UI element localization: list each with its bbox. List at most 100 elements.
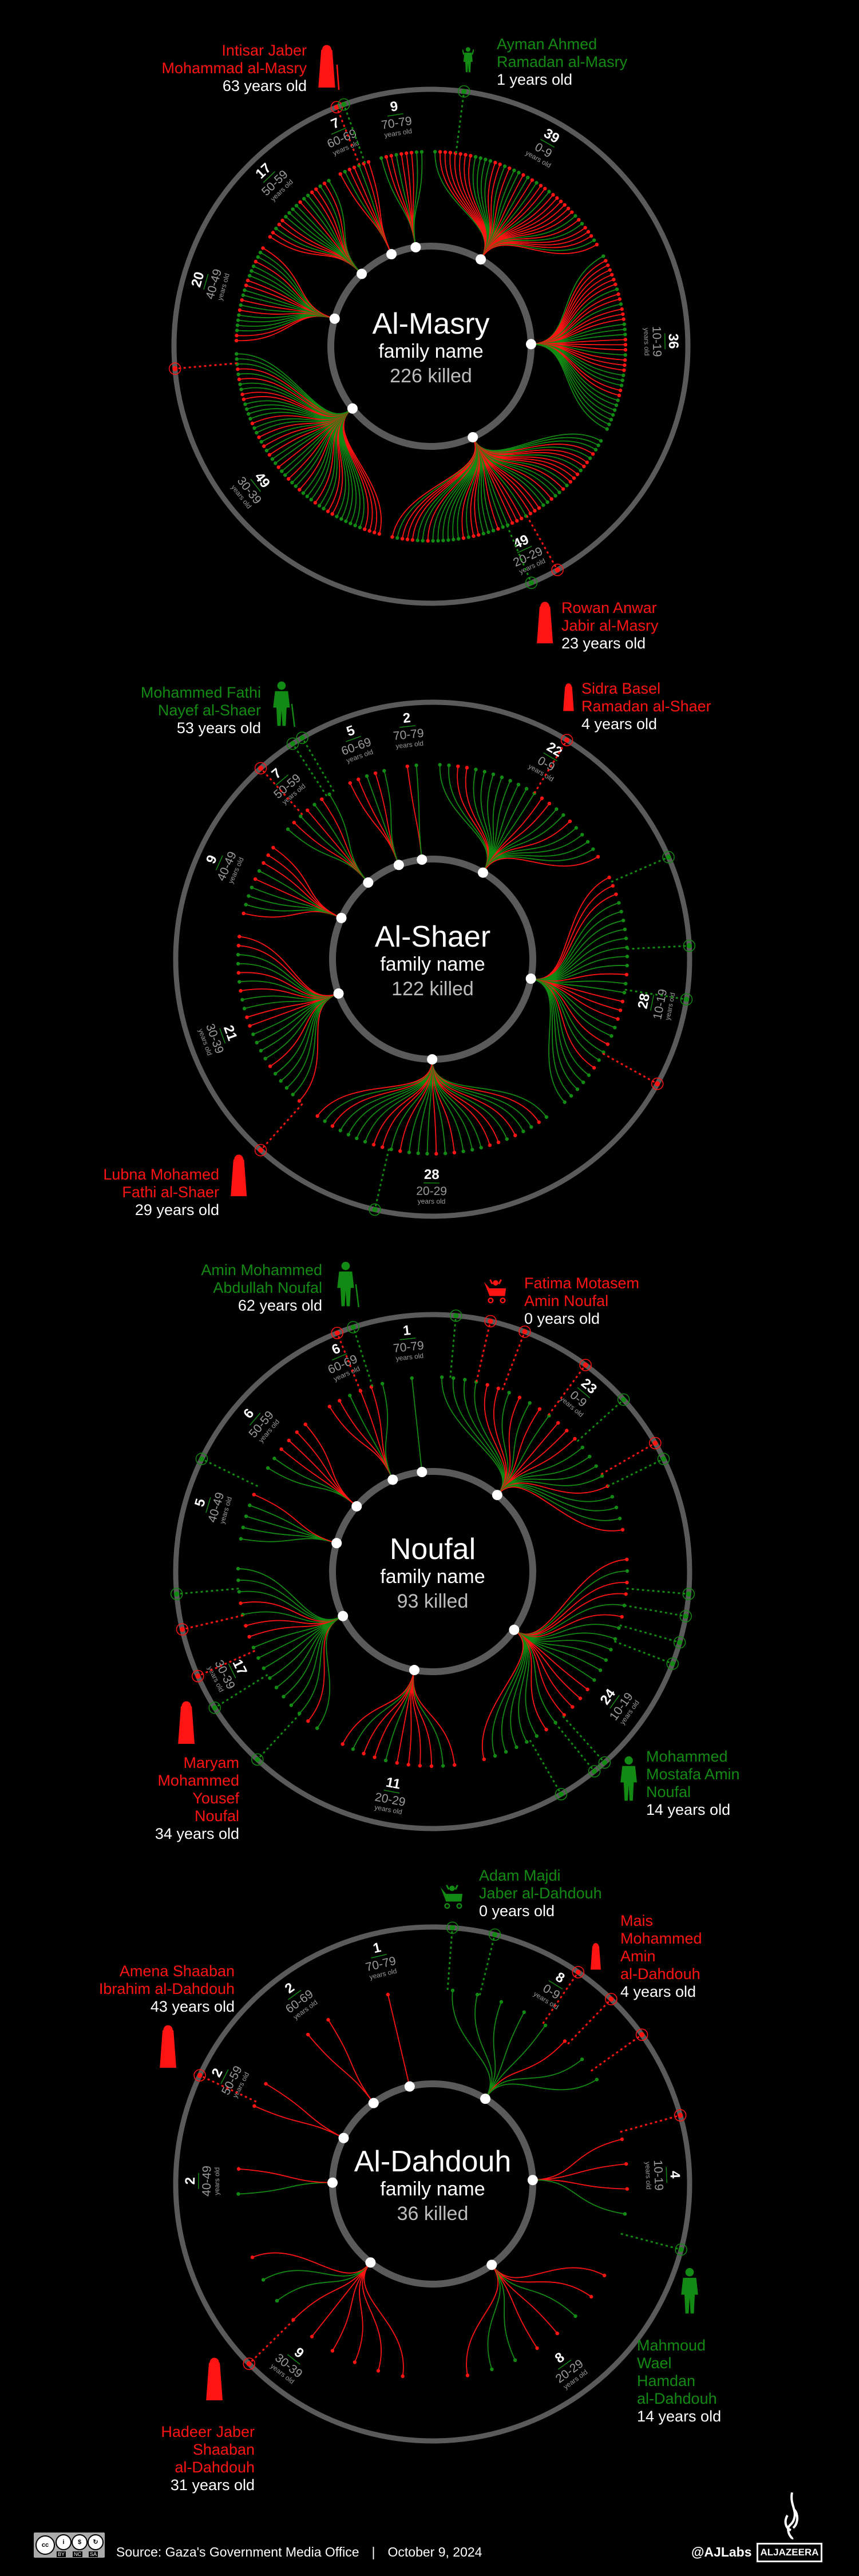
branch <box>242 391 353 417</box>
person-leaf <box>517 171 521 175</box>
person-leaf <box>624 2162 628 2166</box>
person-leaf <box>555 196 559 200</box>
label-divider <box>331 1353 347 1361</box>
person-leaf <box>323 1119 327 1123</box>
person-leaf <box>237 1590 242 1594</box>
group-count: 9 <box>389 98 399 115</box>
person-name-line: al-Dahdouh <box>175 2459 255 2476</box>
marker-halo <box>651 1077 664 1090</box>
label-divider <box>387 113 403 117</box>
person-age: 4 years old <box>581 715 658 733</box>
branch <box>254 1494 337 1544</box>
branch <box>275 228 362 275</box>
person-name-line: Ramadan al-Shaer <box>581 698 711 715</box>
branch <box>239 936 339 996</box>
highlight-marker <box>296 731 335 792</box>
age-group-node <box>404 2081 415 2092</box>
marker-halo <box>195 1453 208 1465</box>
person-leaf <box>622 368 626 373</box>
group-count: 2 <box>402 710 411 726</box>
age-group-node <box>386 249 397 260</box>
person-leaf <box>235 323 240 327</box>
person-annotation: Mahmoud Wael Hamdan al-Dahdouh 14 years old <box>637 2337 721 2425</box>
person-leaf <box>561 813 565 817</box>
label-divider <box>203 274 209 290</box>
person-leaf <box>465 2373 470 2377</box>
person-leaf <box>310 190 314 195</box>
branch <box>481 1629 524 1760</box>
person-leaf <box>250 2255 255 2260</box>
elderly-man-icon <box>273 681 295 727</box>
highlight-marker <box>254 762 303 816</box>
person-leaf <box>589 234 593 238</box>
marker-dot <box>661 1456 667 1462</box>
source-label: Source: <box>116 2545 162 2559</box>
person-leaf <box>257 869 262 873</box>
person-leaf <box>313 501 318 505</box>
person-leaf <box>366 160 371 164</box>
person-age: 4 years old <box>620 1983 696 2000</box>
dashed-connector <box>374 1148 390 1210</box>
person-name-line: Mais <box>620 1912 654 1929</box>
person-leaf <box>505 1137 509 1141</box>
person-leaf <box>620 1615 624 1619</box>
person-leaf <box>236 1566 240 1571</box>
highlight-marker <box>369 1148 390 1216</box>
branch <box>413 1669 456 1765</box>
marker-halo <box>458 85 470 98</box>
person-leaf <box>268 1064 272 1069</box>
person-leaf <box>272 1457 276 1461</box>
group-count: 4 <box>667 2170 683 2179</box>
person-leaf <box>508 779 512 783</box>
branch <box>282 220 362 275</box>
person-leaf <box>275 2298 279 2303</box>
marker-dot <box>299 735 305 741</box>
label-divider <box>205 1497 211 1513</box>
dashed-connector <box>533 739 568 794</box>
dashed-connector <box>476 1321 492 1383</box>
person-leaf <box>572 476 576 480</box>
highlight-marker <box>533 734 573 794</box>
branch <box>531 343 620 396</box>
person-leaf <box>623 333 627 337</box>
dashed-connector <box>199 2074 257 2103</box>
person-leaf <box>578 1696 583 1700</box>
highlight-marker <box>254 1103 303 1157</box>
person-leaf <box>478 156 482 160</box>
person-leaf <box>580 221 584 226</box>
label-divider <box>666 2167 667 2183</box>
branch <box>448 765 488 873</box>
person-leaf <box>496 1386 501 1391</box>
highlight-marker <box>193 2069 257 2103</box>
person-leaf <box>250 269 254 273</box>
marker-halo <box>579 1359 592 1371</box>
person-leaf <box>593 448 598 452</box>
person-leaf <box>237 308 242 312</box>
highlight-marker <box>619 1624 686 1649</box>
marker-halo <box>176 1623 189 1636</box>
group-count: 21 <box>220 1023 240 1043</box>
group-count: 8 <box>553 1969 568 1987</box>
license-nc: NC <box>73 2551 82 2557</box>
branch <box>238 2182 333 2195</box>
person-leaf <box>236 1578 240 1582</box>
highlight-marker <box>286 737 328 797</box>
person-leaf <box>327 1404 332 1408</box>
person-leaf <box>563 2039 567 2043</box>
person-leaf <box>284 215 288 219</box>
person-leaf <box>580 2057 584 2061</box>
man-icon <box>681 2268 698 2314</box>
person-leaf <box>421 539 425 543</box>
person-leaf <box>239 387 243 391</box>
group-count: 28 <box>424 1167 440 1182</box>
label-divider <box>399 1338 416 1340</box>
person-leaf <box>477 533 481 537</box>
person-leaf <box>547 801 552 806</box>
